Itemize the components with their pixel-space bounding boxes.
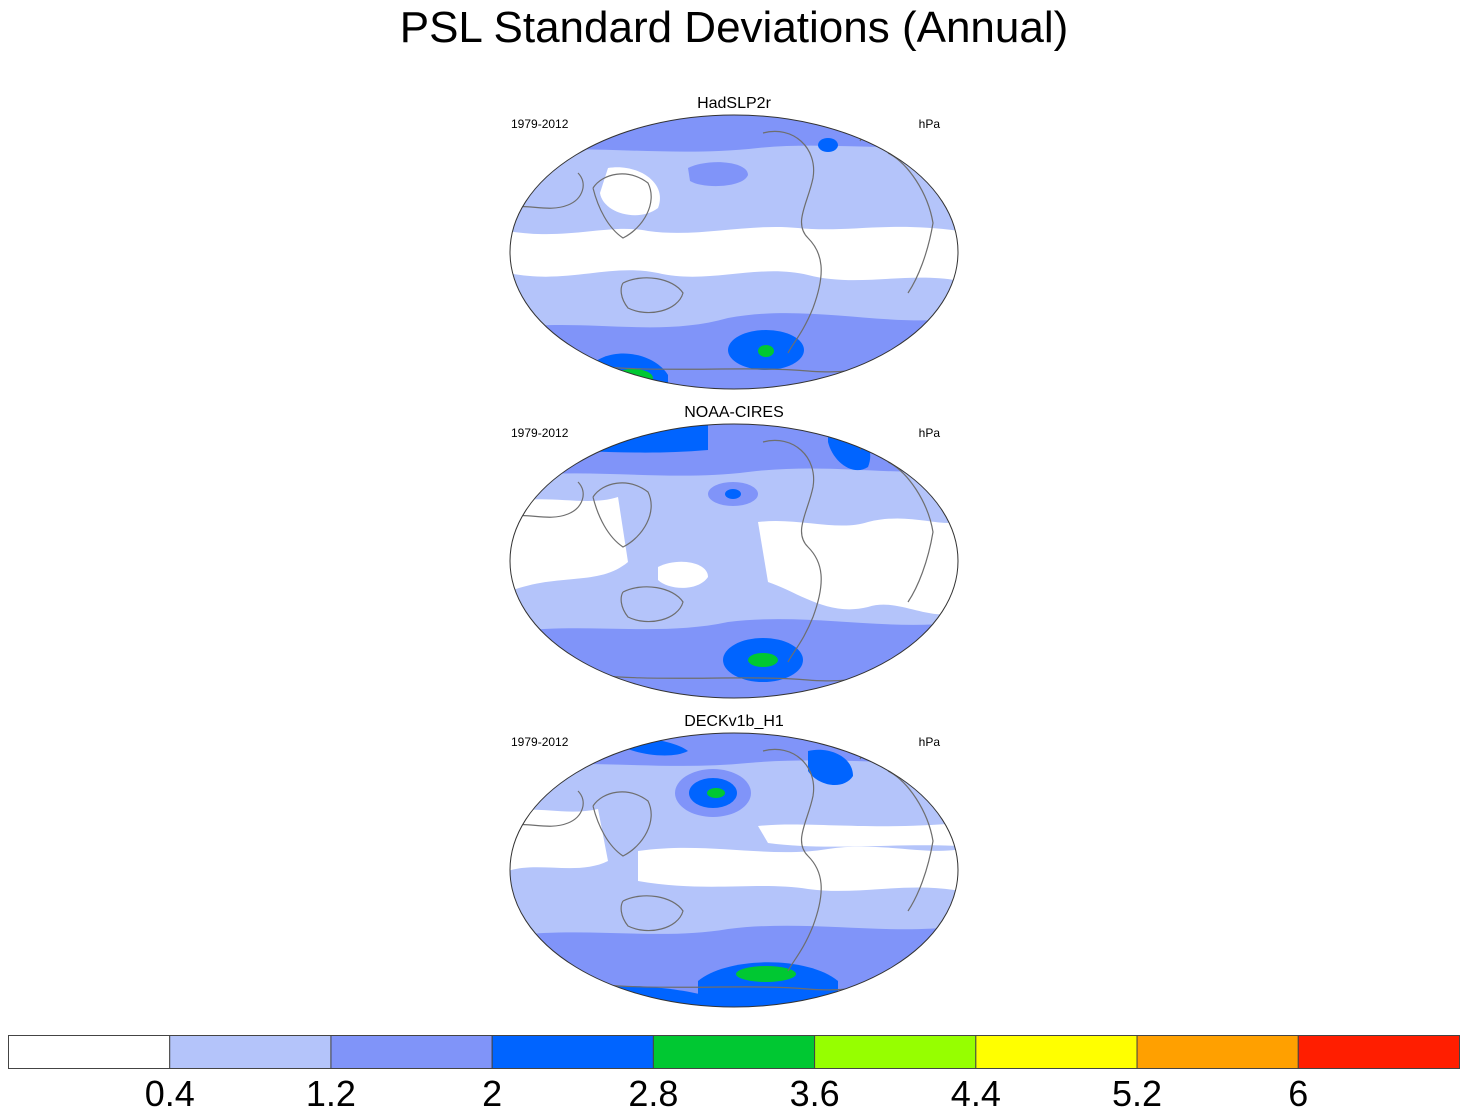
panel-units: hPa: [918, 735, 940, 749]
colorbar-swatch: [652, 1035, 816, 1069]
colorbar-swatch: [330, 1035, 493, 1069]
colorbar-tick-label: 2.8: [628, 1073, 679, 1114]
panel-period: 1979-2012: [511, 117, 569, 131]
panel-title: DECKv1b_H1: [684, 713, 784, 730]
colorbar-swatch: [1136, 1035, 1299, 1069]
colorbar-swatch: [814, 1035, 977, 1069]
colorbar-swatch: [975, 1035, 1138, 1069]
colorbar-tick-label: 0.4: [144, 1073, 195, 1114]
panel-period: 1979-2012: [511, 426, 569, 440]
world-map: [509, 423, 959, 699]
panel-title: HadSLP2r: [697, 95, 771, 112]
colorbar-tick-label: 1.2: [305, 1073, 356, 1114]
panel-period: 1979-2012: [511, 735, 569, 749]
colorbar-swatch: [8, 1035, 171, 1069]
world-map: [509, 732, 959, 1008]
map-panel-deckv1b-h1: DECKv1b_H1 1979-2012 hPa: [508, 713, 960, 1013]
colorbar-tick-label: 5.2: [1112, 1073, 1163, 1114]
panel-units: hPa: [918, 117, 940, 131]
colorbar-tick-label: 6: [1288, 1073, 1309, 1114]
panel-title: NOAA-CIRES: [684, 404, 784, 421]
map-panel-noaa-cires: NOAA-CIRES 1979-2012 hPa: [508, 404, 960, 704]
panel-units: hPa: [918, 426, 940, 440]
colorbar-swatch: [491, 1035, 654, 1069]
colorbar: [8, 1035, 1460, 1069]
colorbar-swatch: [169, 1035, 332, 1069]
map-panel-hadslp2r: HadSLP2r 1979-2012 hPa: [508, 95, 960, 395]
colorbar-tick-label: 2: [482, 1073, 503, 1114]
colorbar-swatch: [1297, 1035, 1460, 1069]
colorbar-tick-label: 4.4: [950, 1073, 1001, 1114]
world-map: [509, 114, 959, 390]
figure-title: PSL Standard Deviations (Annual): [399, 3, 1069, 52]
colorbar-tick-label: 3.6: [789, 1073, 840, 1114]
